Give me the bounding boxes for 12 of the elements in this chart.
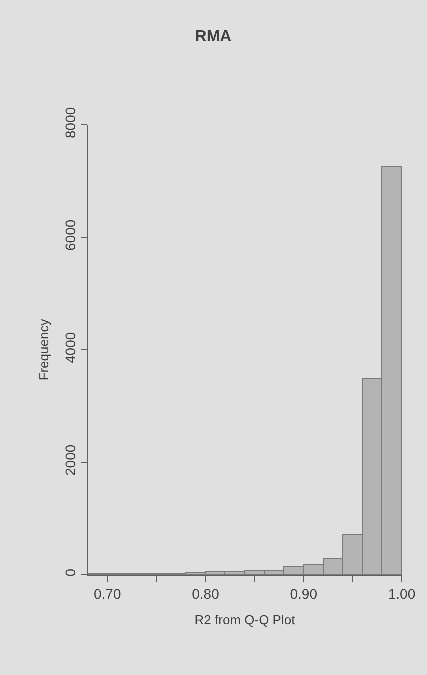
- chart-title: RMA: [195, 28, 232, 46]
- y-tick-label: 6000: [62, 220, 78, 251]
- x-tick-label: 0.80: [192, 586, 220, 602]
- x-tick-label: 1.00: [388, 586, 416, 602]
- y-tick-label: 4000: [62, 332, 78, 364]
- y-tick-label: 2000: [62, 444, 78, 476]
- x-axis-title: R2 from Q-Q Plot: [194, 612, 296, 628]
- y-tick-label: 0: [62, 568, 78, 577]
- x-tick-label: 0.90: [290, 586, 318, 602]
- y-tick-label: 8000: [62, 107, 78, 138]
- x-tick-label: 0.70: [94, 586, 122, 602]
- y-axis-title: Frequency: [36, 318, 52, 381]
